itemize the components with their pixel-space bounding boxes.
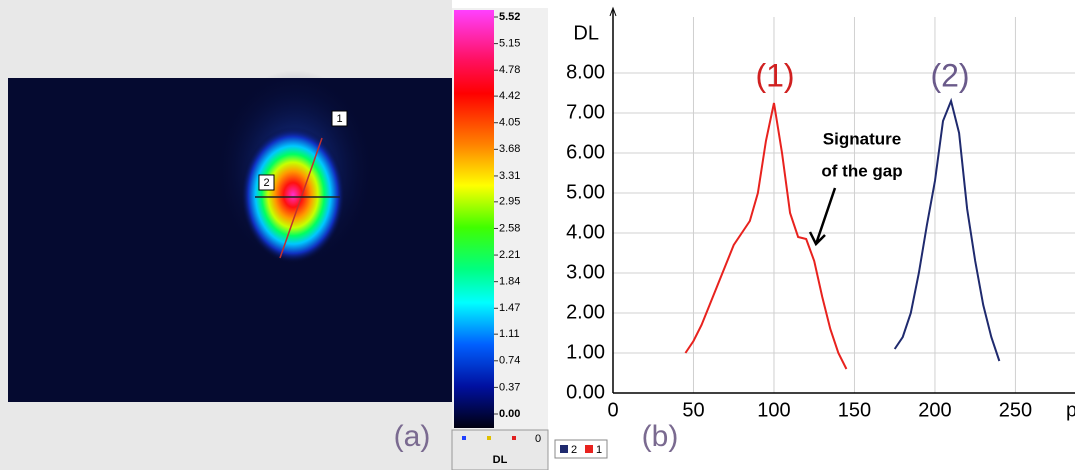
- colorbar-tick-label: 3.68: [499, 143, 520, 155]
- y-tick-label: 4.00: [566, 221, 605, 243]
- annotation: Signature: [823, 129, 901, 148]
- colorbar-gradient: [454, 10, 494, 428]
- footer-dot: [487, 436, 491, 440]
- colorbar: 0 DL 5.52 5.15 4.78 4.42 4.05 3.68 3.31 2.95 2.5…: [451, 8, 549, 470]
- x-tick-label: 0: [607, 399, 618, 421]
- colorbar-tick-label: 5.15: [499, 38, 520, 50]
- colorbar-tick-label: 1.47: [499, 302, 520, 314]
- y-tick-label: 0.00: [566, 381, 605, 403]
- line-chart: 0.00 1.00 2.00 3.00 4.00 5.00 6.00 7.00 8.00 0 50 1…: [550, 0, 1075, 470]
- colorbar-label: DL: [493, 454, 508, 466]
- axis-arrow: [609, 6, 617, 17]
- y-tick-label: 1.00: [566, 341, 605, 363]
- y-tick-label: 5.00: [566, 181, 605, 203]
- x-tick-label: 100: [757, 399, 790, 421]
- marker-label: 2: [263, 177, 269, 189]
- colorbar-tick-label: 2.21: [499, 249, 520, 261]
- x-tick-label: 250: [999, 399, 1032, 421]
- profile-line: [684, 102, 848, 370]
- colorbar-tick-label: 4.78: [499, 64, 520, 76]
- footer-dot: [512, 436, 516, 440]
- y-tick-label: 3.00: [566, 261, 605, 283]
- y-tick-label: 7.00: [566, 101, 605, 123]
- annotation: (2): [930, 57, 969, 93]
- profile-line: [893, 97, 1001, 362]
- y-tick-label: 8.00: [566, 61, 605, 83]
- legend-box: [554, 439, 608, 459]
- profile-line-1: [279, 137, 323, 259]
- colorbar-footer-label: 0: [535, 433, 541, 445]
- colorbar-footer: [451, 429, 549, 470]
- colorbar-tick-label: 4.42: [499, 90, 520, 102]
- annotation: (1): [755, 57, 794, 93]
- colorbar-tick-label: 2.95: [499, 196, 520, 208]
- colorbar-tick-label: 3.31: [499, 170, 520, 182]
- y-tick-label: 2.00: [566, 301, 605, 323]
- legend-label: 2: [571, 444, 577, 456]
- panel-caption: (a): [394, 420, 431, 453]
- heat-spot: [241, 127, 345, 263]
- colorbar-tick-label: 1.11: [499, 328, 520, 340]
- marker-label: 1: [336, 113, 342, 125]
- footer-dot: [462, 436, 466, 440]
- colorbar-tick-label: 4.05: [499, 117, 520, 129]
- marker-box: [331, 110, 348, 127]
- colorbar-tick-label: 0.00: [499, 408, 520, 420]
- y-axis-label: DL: [573, 22, 599, 44]
- annotation-arrow: [808, 187, 837, 247]
- annotation: of the gap: [821, 161, 902, 180]
- x-tick-label: 200: [918, 399, 951, 421]
- legend-label: 1: [596, 444, 602, 456]
- x-tick-label: 50: [682, 399, 704, 421]
- y-tick-label: 6.00: [566, 141, 605, 163]
- marker-box: [258, 174, 275, 191]
- panel-caption: (b): [642, 420, 679, 453]
- thermal-image-panel: 1 2 (a): [0, 0, 452, 470]
- colorbar-tick-label: 0.74: [499, 355, 520, 367]
- colorbar-tick-label: 5.52: [499, 11, 520, 23]
- legend-swatch: [560, 445, 568, 453]
- x-axis-label: px: [1066, 399, 1075, 421]
- legend-swatch: [585, 445, 593, 453]
- colorbar-tick-label: 2.58: [499, 222, 520, 234]
- colorbar-tick-label: 1.84: [499, 276, 520, 288]
- colorbar-tick-label: 0.37: [499, 381, 520, 393]
- x-tick-label: 150: [838, 399, 871, 421]
